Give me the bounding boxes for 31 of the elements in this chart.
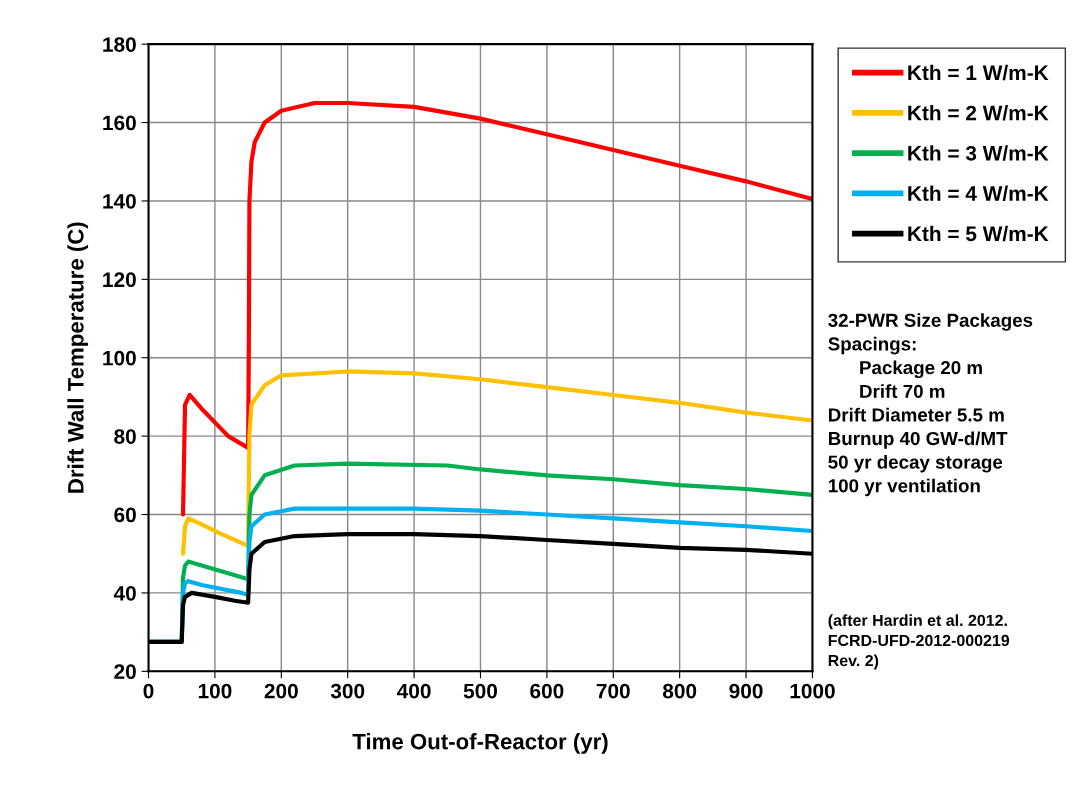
text: (after Hardin et al. 2012. FCRD-UFD-2012-000219 Rev. 2) <box>828 614 1010 670</box>
x-tick-label: 200 <box>264 683 298 699</box>
y-axis-title: Drift Wall Temperature (C) <box>67 222 89 493</box>
x-tick-label: 1000 <box>790 683 835 699</box>
x-tick-label: 900 <box>729 683 763 699</box>
legend-label: Kth = 1 W/m-K <box>908 64 1049 81</box>
y-tick-label: 140 <box>103 193 136 209</box>
x-tick-label: 300 <box>330 683 365 699</box>
y-tick-label: 40 <box>113 585 136 601</box>
x-tick-label: 500 <box>463 683 498 699</box>
y-tick-label: 100 <box>103 350 136 366</box>
text: 32-PWR Size Packages Spacings: Package 20 m Drift 70 m Drift Diameter 5.5 m Burnup 40 GW-d/MT 50 yr decay storage 100 yr ventilation <box>828 313 1033 497</box>
y-tick-label: 120 <box>103 272 136 288</box>
x-tick-label: 100 <box>198 683 232 699</box>
x-tick-label: 0 <box>143 683 154 699</box>
legend-label: Kth = 3 W/m-K <box>908 145 1049 161</box>
y-tick-label: 180 <box>103 37 136 52</box>
line-series <box>180 100 813 517</box>
y-tick-label: 20 <box>114 664 136 680</box>
y-tick-label: 60 <box>114 507 136 523</box>
legend-label: Kth = 4 W/m-K <box>908 185 1049 202</box>
x-axis-title: Time Out-of-Reactor (yr) <box>352 733 608 754</box>
x-tick-label: 800 <box>662 683 697 699</box>
y-tick-label: 160 <box>103 115 136 131</box>
line-series <box>180 369 813 556</box>
legend-label: Kth = 2 W/m-K <box>908 105 1049 121</box>
x-tick-label: 700 <box>596 683 630 699</box>
x-tick-label: 600 <box>530 683 564 699</box>
legend-label: Kth = 5 W/m-K <box>908 225 1049 242</box>
y-tick-label: 80 <box>114 429 136 444</box>
x-tick-label: 400 <box>397 683 431 699</box>
